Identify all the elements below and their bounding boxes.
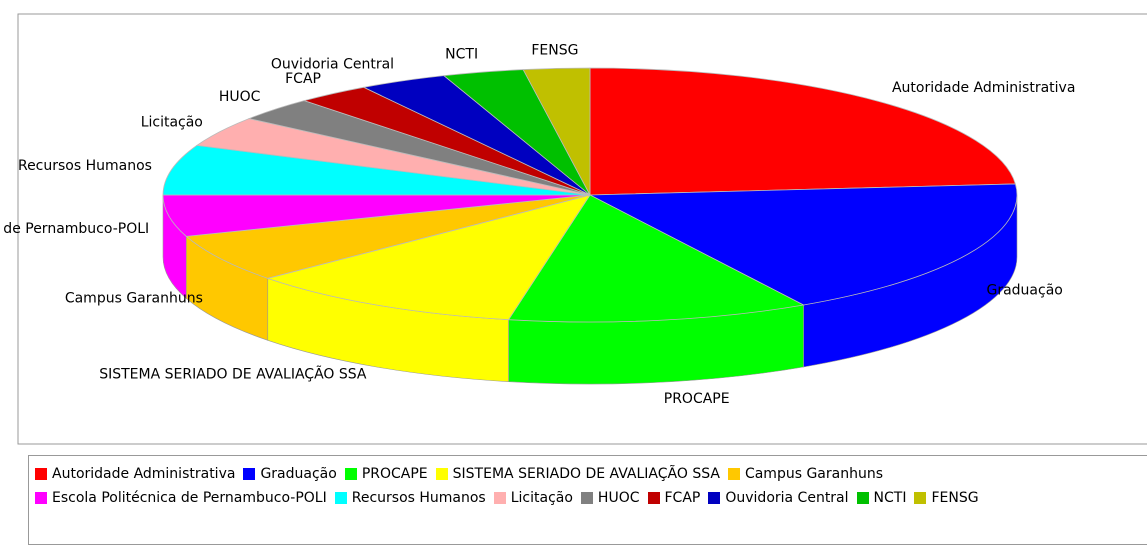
legend-item: FCAP bbox=[647, 486, 701, 510]
legend-item: Licitação bbox=[493, 486, 573, 510]
legend-label: FCAP bbox=[664, 490, 701, 506]
legend-swatch bbox=[334, 492, 347, 504]
legend-swatch bbox=[35, 468, 47, 480]
slice-label: Licitação bbox=[141, 115, 203, 131]
legend-swatch bbox=[580, 492, 593, 504]
legend-label: Recursos Humanos bbox=[351, 490, 486, 506]
slice bbox=[589, 67, 1016, 196]
legend-label: Autoridade Administrativa bbox=[52, 466, 236, 482]
slice bbox=[162, 194, 591, 237]
legend-swatch bbox=[344, 468, 357, 480]
legend-label: Licitação bbox=[510, 490, 573, 506]
legend-item: NCTI bbox=[856, 486, 907, 510]
legend-label: NCTI bbox=[873, 490, 907, 506]
slice-label: PROCAPE bbox=[664, 391, 730, 407]
legend-swatch bbox=[727, 468, 740, 480]
legend-swatch bbox=[856, 492, 869, 504]
slice-label: NCTI bbox=[445, 47, 478, 63]
legend-item: SISTEMA SERIADO DE AVALIAÇÃO SSA bbox=[435, 462, 720, 486]
slice bbox=[522, 67, 591, 196]
legend-label: SISTEMA SERIADO DE AVALIAÇÃO SSA bbox=[452, 466, 720, 482]
legend-label: Escola Politécnica de Pernambuco-POLI bbox=[52, 490, 327, 506]
legend-item: PROCAPE bbox=[344, 462, 428, 486]
legend-label: Graduação bbox=[260, 466, 337, 482]
slice-label: Autoridade Administrativa bbox=[892, 80, 1075, 96]
slice bbox=[507, 194, 805, 323]
slice-label: Campus Garanhuns bbox=[65, 291, 203, 307]
legend-swatch bbox=[35, 492, 47, 504]
legend-swatch bbox=[493, 492, 506, 504]
legend-swatch bbox=[708, 492, 721, 504]
side-walls bbox=[162, 194, 1018, 385]
slice-label: Recursos Humanos bbox=[18, 158, 152, 174]
slice-label: HUOC bbox=[219, 89, 261, 105]
slice-label: FCAP bbox=[285, 71, 321, 87]
legend-label: Campus Garanhuns bbox=[744, 466, 883, 482]
legend-label: HUOC bbox=[597, 490, 640, 506]
legend-label: FENSG bbox=[931, 490, 979, 506]
legend-item: Ouvidoria Central bbox=[708, 486, 849, 510]
legend-swatch bbox=[647, 492, 660, 504]
slice-label: Ouvidoria Central bbox=[271, 57, 394, 73]
slice-label: Graduação bbox=[986, 283, 1062, 299]
slice bbox=[162, 144, 591, 196]
legend: Autoridade Administrativa Graduação PROCAP… bbox=[28, 455, 1147, 545]
legend-item: Escola Politécnica de Pernambuco-POLI bbox=[35, 486, 327, 510]
slice-label: SISTEMA SERIADO DE AVALIAÇÃO SSA bbox=[99, 365, 367, 382]
legend-swatch bbox=[914, 492, 927, 504]
legend-swatch bbox=[435, 468, 448, 480]
legend-item: HUOC bbox=[580, 486, 640, 510]
legend-item: FENSG bbox=[914, 486, 979, 510]
chart: Autoridade Administrativa Graduação PROCAP… bbox=[0, 13, 1147, 445]
legend-label: PROCAPE bbox=[361, 466, 428, 482]
legend-item: Recursos Humanos bbox=[334, 486, 486, 510]
slice-label: FENSG bbox=[531, 42, 578, 58]
legend-swatch bbox=[243, 468, 256, 480]
slice-label: Escola Politécnica de Pernambuco-POLI bbox=[0, 221, 149, 237]
slice bbox=[185, 194, 591, 279]
legend-item: Campus Garanhuns bbox=[727, 462, 883, 486]
slice bbox=[589, 183, 1018, 306]
legend-item: Autoridade Administrativa bbox=[35, 462, 235, 486]
legend-label: Ouvidoria Central bbox=[725, 490, 849, 506]
legend-item: Graduação bbox=[243, 462, 337, 486]
slice bbox=[266, 194, 591, 321]
